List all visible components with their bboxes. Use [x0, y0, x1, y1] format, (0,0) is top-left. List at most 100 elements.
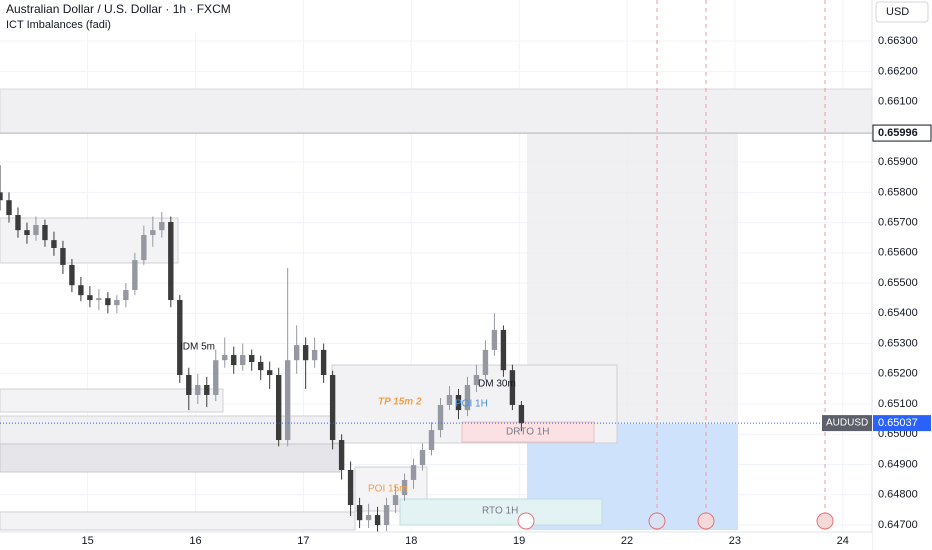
x-tick-label: 15	[82, 535, 94, 547]
annotation: POI 1H	[455, 399, 488, 410]
candle-body	[410, 465, 417, 480]
candle-body	[473, 375, 480, 385]
symbol-tag-label: AUDUSD	[826, 418, 868, 429]
candle-body	[437, 404, 444, 431]
y-tick-label: 0.65800	[878, 186, 918, 198]
icon	[517, 512, 535, 530]
symbol-tag	[822, 415, 872, 432]
annotation: RTO 1H	[482, 506, 518, 517]
candle-body	[168, 221, 174, 301]
candle-body	[96, 298, 102, 301]
price-tag-label: 0.65996	[878, 127, 918, 139]
last-price-tag	[873, 415, 931, 432]
annotation: DRTO 1H	[506, 427, 550, 438]
candle-body	[347, 469, 354, 506]
y-tick-label: 0.66300	[878, 35, 918, 47]
price-axis	[872, 0, 932, 550]
candle-body	[356, 505, 363, 521]
last-price-label: 0.65037	[878, 417, 918, 429]
candle-body	[0, 192, 3, 201]
time-axis	[0, 532, 872, 550]
candle-body	[33, 225, 39, 235]
y-tick-label: 0.64800	[878, 489, 918, 501]
zone	[0, 388, 224, 413]
zone	[461, 421, 595, 443]
candle-body	[311, 349, 318, 361]
candle-body	[302, 345, 309, 361]
candle-body	[222, 355, 228, 361]
x-tick-label: 22	[621, 535, 633, 547]
indicator: ICT Imbalances (fadi)	[6, 19, 111, 31]
x-tick-label: 23	[729, 535, 741, 547]
candle-body	[105, 298, 111, 306]
icon	[816, 512, 834, 530]
candle-body	[195, 384, 201, 395]
candle-body	[401, 479, 408, 496]
candle-body	[258, 362, 264, 371]
candle-body	[78, 285, 84, 296]
candle-body	[392, 495, 399, 506]
x-tick-label: 17	[297, 535, 309, 547]
candle-body	[69, 264, 75, 286]
y-tick-label: 0.66100	[878, 96, 918, 108]
candle-body	[365, 515, 372, 521]
currency[interactable]: USD	[886, 6, 909, 18]
candle-body	[123, 290, 129, 301]
candle-body	[249, 355, 255, 363]
candle-body	[213, 360, 219, 395]
x-tick-label: 24	[837, 535, 849, 547]
candle-body	[518, 404, 525, 424]
y-tick-label: 0.64700	[878, 519, 918, 531]
title: Australian Dollar / U.S. Dollar · 1h · F…	[6, 2, 231, 16]
candle-body	[186, 375, 192, 395]
y-tick-label: 0.65700	[878, 216, 918, 228]
y-tick-label: 0.65200	[878, 368, 918, 380]
candle-body	[455, 394, 462, 411]
zone	[0, 217, 179, 264]
candle-body	[275, 375, 282, 441]
price-tag	[872, 124, 932, 142]
y-tick-label: 0.65300	[878, 337, 918, 349]
y-tick-label: 0.65000	[878, 428, 918, 440]
y-tick-label: 0.65100	[878, 398, 918, 410]
candle-body	[500, 329, 507, 371]
currency-button[interactable]	[875, 1, 929, 23]
zone	[399, 498, 603, 526]
annotation: POI 15m	[368, 484, 407, 495]
x-tick-label: 18	[405, 535, 417, 547]
candle-body	[141, 234, 147, 261]
annotations: IDM 5m TP 15m 2 POI 1H DM 30m DRTO 1H PO…	[180, 342, 550, 517]
candle-body	[204, 384, 210, 395]
y-tick-label: 0.65500	[878, 277, 918, 289]
icon	[697, 512, 715, 530]
x-tick-label: 16	[189, 535, 201, 547]
candle-body	[150, 230, 156, 235]
y-tick-label: 0.66200	[878, 65, 918, 77]
y-tick-label: 0.65900	[878, 156, 918, 168]
zone	[0, 511, 356, 531]
icon	[648, 512, 666, 530]
candle-body	[446, 394, 453, 405]
y-tick-label: 0.64900	[878, 458, 918, 470]
candle-body	[338, 440, 345, 470]
candle-body	[132, 260, 138, 291]
zone	[0, 88, 873, 134]
candle-body	[60, 247, 66, 265]
candle-body	[329, 375, 336, 441]
candle-body	[51, 240, 57, 248]
candles	[0, 165, 525, 535]
candle-body	[383, 505, 390, 526]
x-tick-label: 19	[513, 535, 525, 547]
y-tick-label: 0.65600	[878, 247, 918, 259]
candle-body	[293, 345, 300, 361]
zones	[0, 0, 873, 531]
candle-body	[24, 230, 30, 235]
candle-body	[15, 215, 21, 231]
candle-body	[42, 225, 48, 241]
event-icons	[517, 512, 834, 530]
candle-body	[491, 329, 498, 350]
annotation: TP 15m 2	[378, 397, 422, 408]
annotation: DM 30m	[478, 379, 516, 390]
candle-body	[320, 349, 327, 376]
